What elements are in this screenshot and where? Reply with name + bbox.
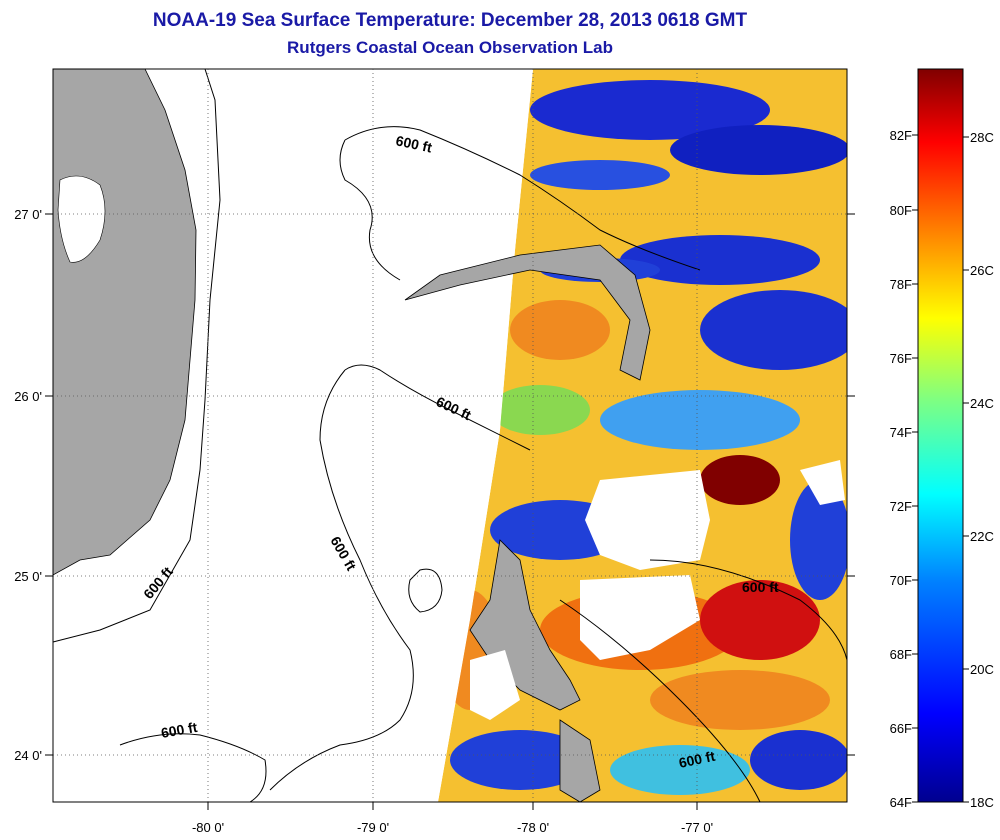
colorbar-celsius-labels: 28C 26C 24C 22C 20C 18C: [963, 130, 994, 810]
colorbar: [917, 68, 964, 803]
latitude-labels: 24 0' 25 0' 26 0' 27 0': [14, 207, 855, 763]
colorbar-f-label: 72F: [890, 499, 912, 514]
colorbar-f-label: 70F: [890, 573, 912, 588]
contour-label: 600 ft: [394, 132, 433, 155]
contour-label: 600 ft: [434, 393, 474, 423]
colorbar-f-label: 68F: [890, 647, 912, 662]
colorbar-f-label: 66F: [890, 721, 912, 736]
colorbar-f-label: 76F: [890, 351, 912, 366]
lat-tick-label: 25 0': [14, 569, 42, 584]
contour-label: 600 ft: [742, 579, 779, 595]
colorbar-f-label: 64F: [890, 795, 912, 810]
lake-okeechobee: [57, 175, 106, 263]
map-frame: [52, 68, 848, 803]
colorbar-fahrenheit-labels: 82F 80F 78F 76F 74F 72F 70F 68F 66F 64F: [890, 128, 918, 810]
contour-label: 600 ft: [160, 719, 199, 741]
graticule: [53, 69, 847, 802]
colorbar-f-label: 82F: [890, 128, 912, 143]
colorbar-c-label: 28C: [970, 130, 994, 145]
lon-tick-label: -80 0': [192, 820, 224, 835]
longitude-labels: -80 0' -79 0' -78 0' -77 0': [192, 802, 713, 835]
lon-tick-label: -77 0': [681, 820, 713, 835]
colorbar-c-label: 22C: [970, 529, 994, 544]
depth-contours: [52, 68, 848, 803]
colorbar-f-label: 78F: [890, 277, 912, 292]
contour-label: 600 ft: [327, 534, 359, 574]
colorbar-f-label: 80F: [890, 203, 912, 218]
colorbar-c-label: 26C: [970, 263, 994, 278]
map-subtitle: Rutgers Coastal Ocean Observation Lab: [287, 38, 613, 57]
lat-tick-label: 26 0': [14, 389, 42, 404]
contour-label: 600 ft: [677, 748, 716, 771]
colorbar-c-label: 18C: [970, 795, 994, 810]
lon-tick-label: -79 0': [357, 820, 389, 835]
colorbar-f-label: 74F: [890, 425, 912, 440]
lat-tick-label: 27 0': [14, 207, 42, 222]
colorbar-c-label: 24C: [970, 396, 994, 411]
lon-tick-label: -78 0': [517, 820, 549, 835]
map-title: NOAA-19 Sea Surface Temperature: Decembe…: [152, 10, 748, 31]
cloud-mask: [470, 460, 845, 720]
lat-tick-label: 24 0': [14, 748, 42, 763]
colorbar-c-label: 20C: [970, 662, 994, 677]
